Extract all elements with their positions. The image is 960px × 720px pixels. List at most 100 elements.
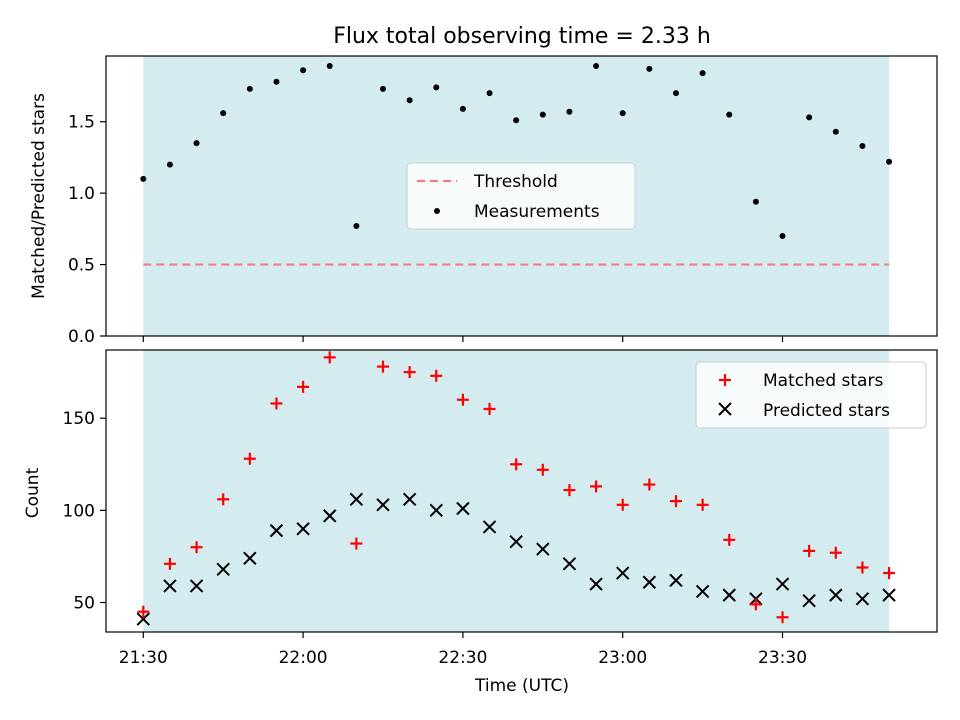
predicted-point [829, 588, 843, 602]
measurement-point [779, 233, 786, 239]
matched-point [297, 380, 310, 393]
predicted-point [695, 584, 710, 599]
matched-point [456, 393, 469, 406]
measurement-point [326, 63, 333, 69]
predicted-point [376, 498, 390, 512]
matched-point [829, 546, 842, 559]
measurement-point [433, 84, 440, 91]
predicted-point [669, 573, 683, 588]
matched-point [723, 533, 736, 546]
legend-predicted-swatch [718, 402, 732, 416]
measurement-point [459, 105, 466, 112]
measurement-point [806, 114, 813, 121]
predicted-point [509, 534, 523, 549]
top-axes-frame [105, 55, 938, 337]
x-tick-label: 23:00 [598, 648, 647, 668]
bottom-y-tick-label: 150 [63, 409, 95, 429]
measurement-point [273, 78, 280, 85]
x-tick-label: 21:30 [119, 648, 168, 668]
predicted-point [456, 501, 470, 516]
measurement-point [513, 117, 520, 124]
measurement-point [672, 90, 679, 97]
matched-point [590, 480, 603, 493]
predicted-point [402, 492, 417, 507]
predicted-point [163, 579, 177, 593]
predicted-point [562, 557, 577, 571]
measurement-point [619, 110, 626, 117]
predicted-point [429, 503, 443, 518]
x-tick-label: 22:00 [279, 648, 328, 668]
matched-point [430, 369, 443, 382]
matched-point [217, 493, 230, 506]
predicted-point [722, 588, 736, 602]
matched-point [883, 567, 896, 580]
bottom-panel: 50 100 150 21:30 22:00 22:30 23:00 23:30 Count… [23, 349, 938, 696]
predicted-point [802, 593, 816, 608]
top-y-axis-label: Matched/Predicted stars [29, 93, 49, 299]
bottom-axes-frame [105, 349, 938, 633]
legend-threshold-label: Threshold [473, 172, 558, 192]
matched-point [776, 611, 789, 624]
predicted-point [136, 612, 150, 626]
x-tick-label: 22:30 [438, 648, 487, 668]
matched-point [483, 402, 496, 415]
matched-point [696, 498, 709, 511]
matched-point [510, 458, 523, 471]
predicted-point [296, 522, 310, 536]
top-y-tick-label: 1.5 [68, 113, 95, 133]
predicted-point [216, 562, 230, 577]
measurement-point [246, 85, 253, 92]
top-y-tick-label: 0.0 [68, 327, 95, 347]
measurement-point [539, 111, 546, 118]
measurement-point [752, 198, 759, 205]
measurement-point [859, 143, 866, 149]
matched-point [270, 397, 283, 410]
measurement-point [699, 70, 706, 77]
legend-measurements-swatch [434, 208, 440, 214]
top-legend-box [406, 162, 636, 230]
matched-point [190, 541, 203, 554]
predicted-point [482, 520, 497, 534]
measurement-point [353, 223, 360, 229]
bottom-legend-box [695, 361, 927, 429]
predicted-point [269, 523, 284, 538]
matched-point [536, 463, 549, 476]
bottom-legend: Matched stars Predicted stars [695, 361, 927, 429]
predicted-point [536, 542, 550, 556]
measurement-point [886, 158, 893, 165]
matched-point [749, 598, 762, 611]
x-axis-label: Time (UTC) [474, 676, 569, 696]
measurement-point [140, 175, 147, 182]
measurement-point [380, 85, 386, 92]
matched-point [803, 544, 816, 557]
matched-point [643, 478, 656, 491]
top-panel: 0.0 0.5 1.0 1.5 Matched/Predicted stars Thr… [29, 55, 938, 347]
legend-matched-label: Matched stars [763, 371, 883, 391]
matched-point [377, 360, 389, 373]
matched-point [137, 605, 150, 618]
measurement-point [593, 63, 600, 69]
matched-point [323, 351, 336, 364]
matched-point [616, 498, 629, 511]
measurement-point [566, 108, 573, 115]
predicted-point [642, 575, 657, 589]
matched-point [856, 561, 869, 574]
predicted-point [855, 592, 870, 606]
predicted-point [882, 588, 896, 602]
matched-point [163, 557, 176, 570]
legend-measurements-label: Measurements [474, 202, 600, 222]
measurement-point [646, 65, 653, 72]
top-legend: Threshold Measurements [406, 162, 636, 230]
matched-point [350, 537, 363, 550]
bottom-y-tick-label: 100 [63, 501, 95, 521]
top-y-tick-label: 0.5 [68, 256, 95, 276]
bottom-y-tick-label: 50 [73, 594, 95, 614]
matched-point [243, 452, 256, 465]
legend-predicted-label: Predicted stars [763, 401, 890, 421]
legend-matched-swatch [719, 374, 731, 386]
predicted-point [349, 492, 364, 507]
predicted-point [189, 579, 204, 593]
x-tick-label: 23:30 [758, 648, 807, 668]
predicted-point [775, 577, 790, 591]
